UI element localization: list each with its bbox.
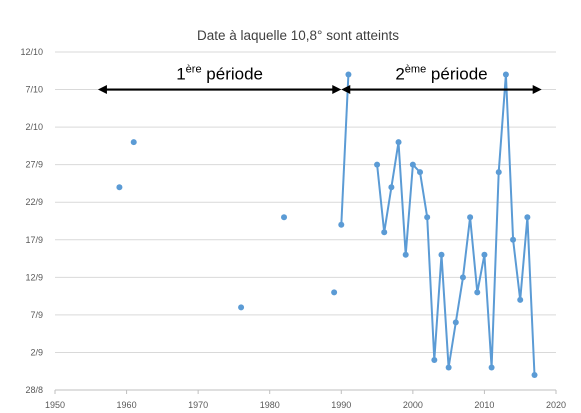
data-point bbox=[424, 214, 431, 221]
data-point bbox=[495, 169, 502, 176]
axes bbox=[54, 389, 557, 394]
x-tick-label: 2000 bbox=[403, 400, 423, 410]
period-label: 2ème période bbox=[395, 64, 487, 84]
chart-title: Date à laquelle 10,8° sont atteints bbox=[197, 28, 399, 43]
data-point bbox=[130, 139, 137, 146]
x-tick-label: 1950 bbox=[45, 400, 65, 410]
arrowhead bbox=[97, 85, 107, 95]
data-point bbox=[474, 289, 481, 296]
data-point bbox=[452, 319, 459, 326]
x-tick-label: 1960 bbox=[117, 400, 137, 410]
data-point bbox=[395, 139, 402, 146]
y-tick-label: 2/9 bbox=[30, 347, 43, 357]
data-point bbox=[502, 71, 509, 78]
data-point bbox=[388, 184, 395, 191]
data-point bbox=[409, 161, 416, 168]
gridlines bbox=[55, 51, 556, 353]
y-tick-labels: 28/8 2/9 7/9 12/9 17/9 22/9 27/9 2/10 7/10 12/10 bbox=[20, 47, 43, 395]
data-point bbox=[524, 214, 531, 221]
data-point bbox=[238, 304, 245, 311]
data-point bbox=[510, 236, 517, 243]
series-line bbox=[340, 74, 350, 225]
data-point bbox=[331, 289, 338, 296]
data-point bbox=[517, 296, 524, 303]
data-point bbox=[381, 229, 388, 236]
y-tick-label: 2/10 bbox=[25, 122, 43, 132]
data-point bbox=[445, 364, 452, 371]
data-point bbox=[438, 251, 445, 258]
y-tick-label: 17/9 bbox=[25, 235, 43, 245]
period-annotations: 1ère période 2ème période bbox=[97, 64, 542, 95]
y-tick-label: 28/8 bbox=[25, 385, 43, 395]
y-tick-label: 12/9 bbox=[25, 272, 43, 282]
y-tick-label: 7/9 bbox=[30, 310, 43, 320]
arrowhead bbox=[332, 85, 342, 95]
series-lines bbox=[340, 73, 536, 376]
x-tick-label: 2010 bbox=[474, 400, 494, 410]
data-point bbox=[481, 251, 488, 258]
arrowhead bbox=[532, 85, 542, 95]
period-label: 1ère période bbox=[176, 64, 263, 84]
y-tick-label: 7/10 bbox=[25, 85, 43, 95]
x-tick-labels: 1950 1960 1970 1980 1990 2000 2010 2020 bbox=[45, 400, 566, 410]
data-point bbox=[488, 364, 495, 371]
data-point bbox=[281, 214, 288, 221]
data-point bbox=[531, 371, 538, 378]
arrowhead bbox=[341, 85, 351, 95]
data-point bbox=[417, 169, 424, 176]
data-points bbox=[116, 71, 538, 378]
x-tick-label: 1970 bbox=[188, 400, 208, 410]
data-point bbox=[459, 274, 466, 281]
y-tick-label: 12/10 bbox=[20, 47, 43, 57]
y-tick-label: 27/9 bbox=[25, 160, 43, 170]
data-point bbox=[467, 214, 474, 221]
series-line bbox=[376, 73, 536, 376]
data-point bbox=[431, 356, 438, 363]
y-tick-label: 22/9 bbox=[25, 197, 43, 207]
data-point bbox=[338, 221, 345, 228]
x-tick-label: 1990 bbox=[331, 400, 351, 410]
data-point bbox=[402, 251, 409, 258]
x-tick-label: 2020 bbox=[546, 400, 566, 410]
data-point bbox=[374, 161, 381, 168]
x-tick-label: 1980 bbox=[260, 400, 280, 410]
data-point bbox=[116, 184, 123, 191]
data-point bbox=[345, 71, 352, 78]
